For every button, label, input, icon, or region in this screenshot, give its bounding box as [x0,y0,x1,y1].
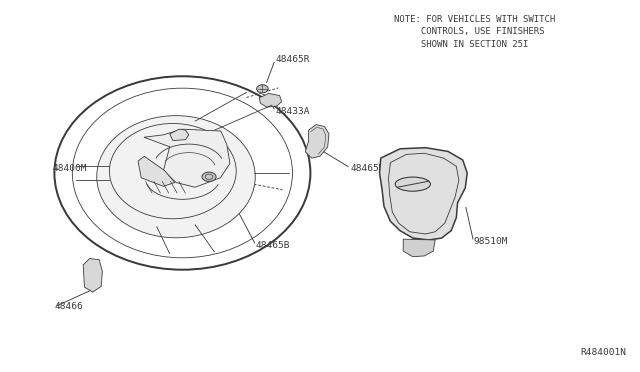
Ellipse shape [97,116,255,238]
Text: 48466: 48466 [54,302,83,311]
Polygon shape [144,129,230,187]
Polygon shape [403,239,435,257]
Text: 48465R: 48465R [275,55,310,64]
Polygon shape [305,125,329,158]
Ellipse shape [257,85,268,93]
Text: R484001N: R484001N [580,348,626,357]
Polygon shape [170,129,189,141]
Text: NOTE: FOR VEHICLES WITH SWITCH
     CONTROLS, USE FINISHERS
     SHOWN IN SECTIO: NOTE: FOR VEHICLES WITH SWITCH CONTROLS,… [394,15,555,49]
Text: 48465B: 48465B [256,241,291,250]
Text: 48433A: 48433A [275,107,310,116]
Polygon shape [138,156,175,186]
Text: 98510M: 98510M [474,237,508,246]
Text: 48465M: 48465M [351,164,385,173]
Polygon shape [380,148,467,240]
Text: 48400M: 48400M [52,164,87,173]
Polygon shape [83,259,102,292]
Ellipse shape [202,172,216,182]
Polygon shape [259,93,282,107]
Ellipse shape [396,177,431,191]
